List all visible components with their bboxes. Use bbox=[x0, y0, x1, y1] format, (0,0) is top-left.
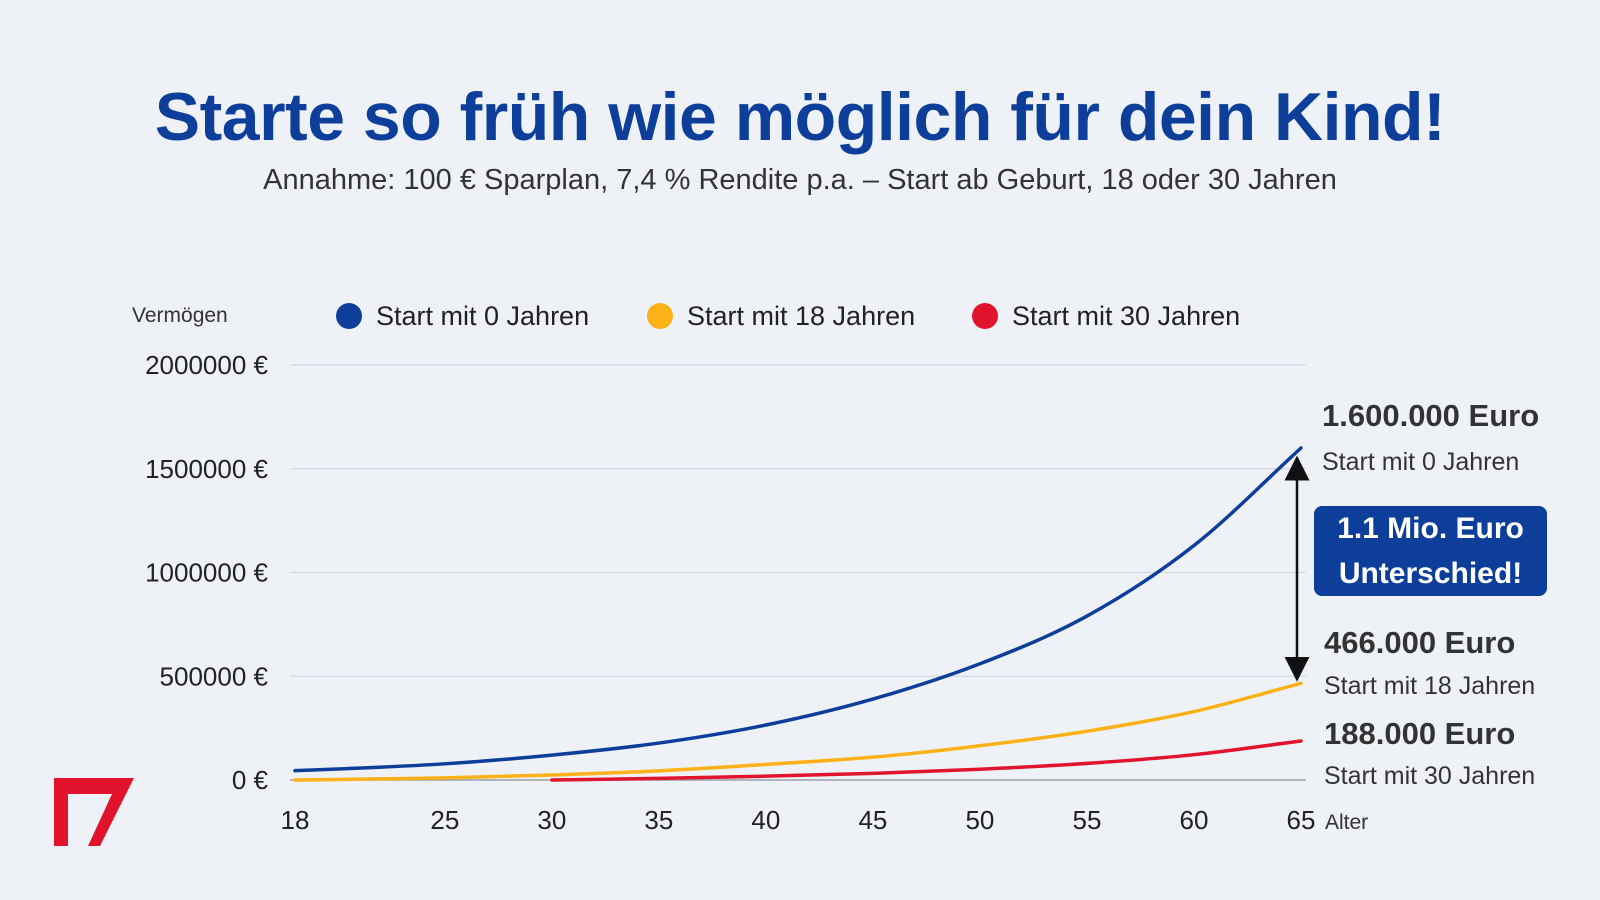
end-label-sub-2: Start mit 30 Jahren bbox=[1324, 762, 1536, 790]
brand-logo bbox=[54, 778, 134, 846]
difference-line-2: Unterschied! bbox=[1338, 557, 1523, 590]
x-tick-label: 30 bbox=[537, 805, 566, 835]
y-axis-label: Vermögen bbox=[132, 304, 228, 327]
legend-marker bbox=[647, 303, 673, 329]
end-label-value-0: 1.600.000 Euro bbox=[1322, 398, 1540, 433]
x-tick-label: 25 bbox=[430, 805, 459, 835]
x-tick-label: 45 bbox=[858, 805, 887, 835]
legend-label: Start mit 18 Jahren bbox=[687, 301, 915, 331]
end-label-value-2: 188.000 Euro bbox=[1324, 716, 1516, 751]
x-tick-label: 55 bbox=[1072, 805, 1101, 835]
series-line-0 bbox=[293, 446, 1303, 773]
difference-line-1: 1.1 Mio. Euro bbox=[1337, 512, 1524, 545]
x-tick-label: 18 bbox=[281, 805, 310, 835]
legend: Start mit 0 Jahren Start mit 18 Jahren Sta… bbox=[336, 301, 1240, 331]
legend-label: Start mit 30 Jahren bbox=[1012, 301, 1240, 331]
legend-label: Start mit 0 Jahren bbox=[376, 301, 589, 331]
legend-marker bbox=[972, 303, 998, 329]
page-title: Starte so früh wie möglich für dein Kind… bbox=[154, 79, 1446, 155]
series-line-2 bbox=[550, 739, 1303, 782]
x-tick-label: 40 bbox=[751, 805, 780, 835]
end-label-sub-0: Start mit 0 Jahren bbox=[1322, 448, 1520, 476]
x-axis-label: Alter bbox=[1325, 811, 1368, 834]
end-label-value-1: 466.000 Euro bbox=[1324, 625, 1516, 660]
x-tick-label: 35 bbox=[644, 805, 673, 835]
grid-lines bbox=[290, 364, 1306, 781]
y-axis-ticks: 0 € 500000 € 1000000 € 1500000 € 2000000 € bbox=[145, 350, 268, 795]
difference-badge: 1.1 Mio. Euro Unterschied! bbox=[1314, 506, 1547, 596]
x-tick-label: 50 bbox=[965, 805, 994, 835]
y-tick-label: 0 € bbox=[232, 765, 269, 795]
x-tick-label: 65 bbox=[1287, 805, 1316, 835]
x-axis-ticks: 18 25 30 35 40 45 50 55 60 65 bbox=[281, 805, 1316, 835]
end-label-sub-1: Start mit 18 Jahren bbox=[1324, 672, 1536, 700]
y-tick-label: 2000000 € bbox=[145, 350, 268, 380]
x-tick-label: 60 bbox=[1180, 805, 1209, 835]
y-tick-label: 1500000 € bbox=[145, 454, 268, 484]
page-subtitle: Annahme: 100 € Sparplan, 7,4 % Rendite p… bbox=[263, 164, 1337, 196]
legend-marker bbox=[336, 303, 362, 329]
y-tick-label: 1000000 € bbox=[145, 558, 268, 588]
y-tick-label: 500000 € bbox=[160, 661, 269, 691]
series-lines bbox=[293, 446, 1303, 782]
series-line-1 bbox=[293, 681, 1303, 782]
